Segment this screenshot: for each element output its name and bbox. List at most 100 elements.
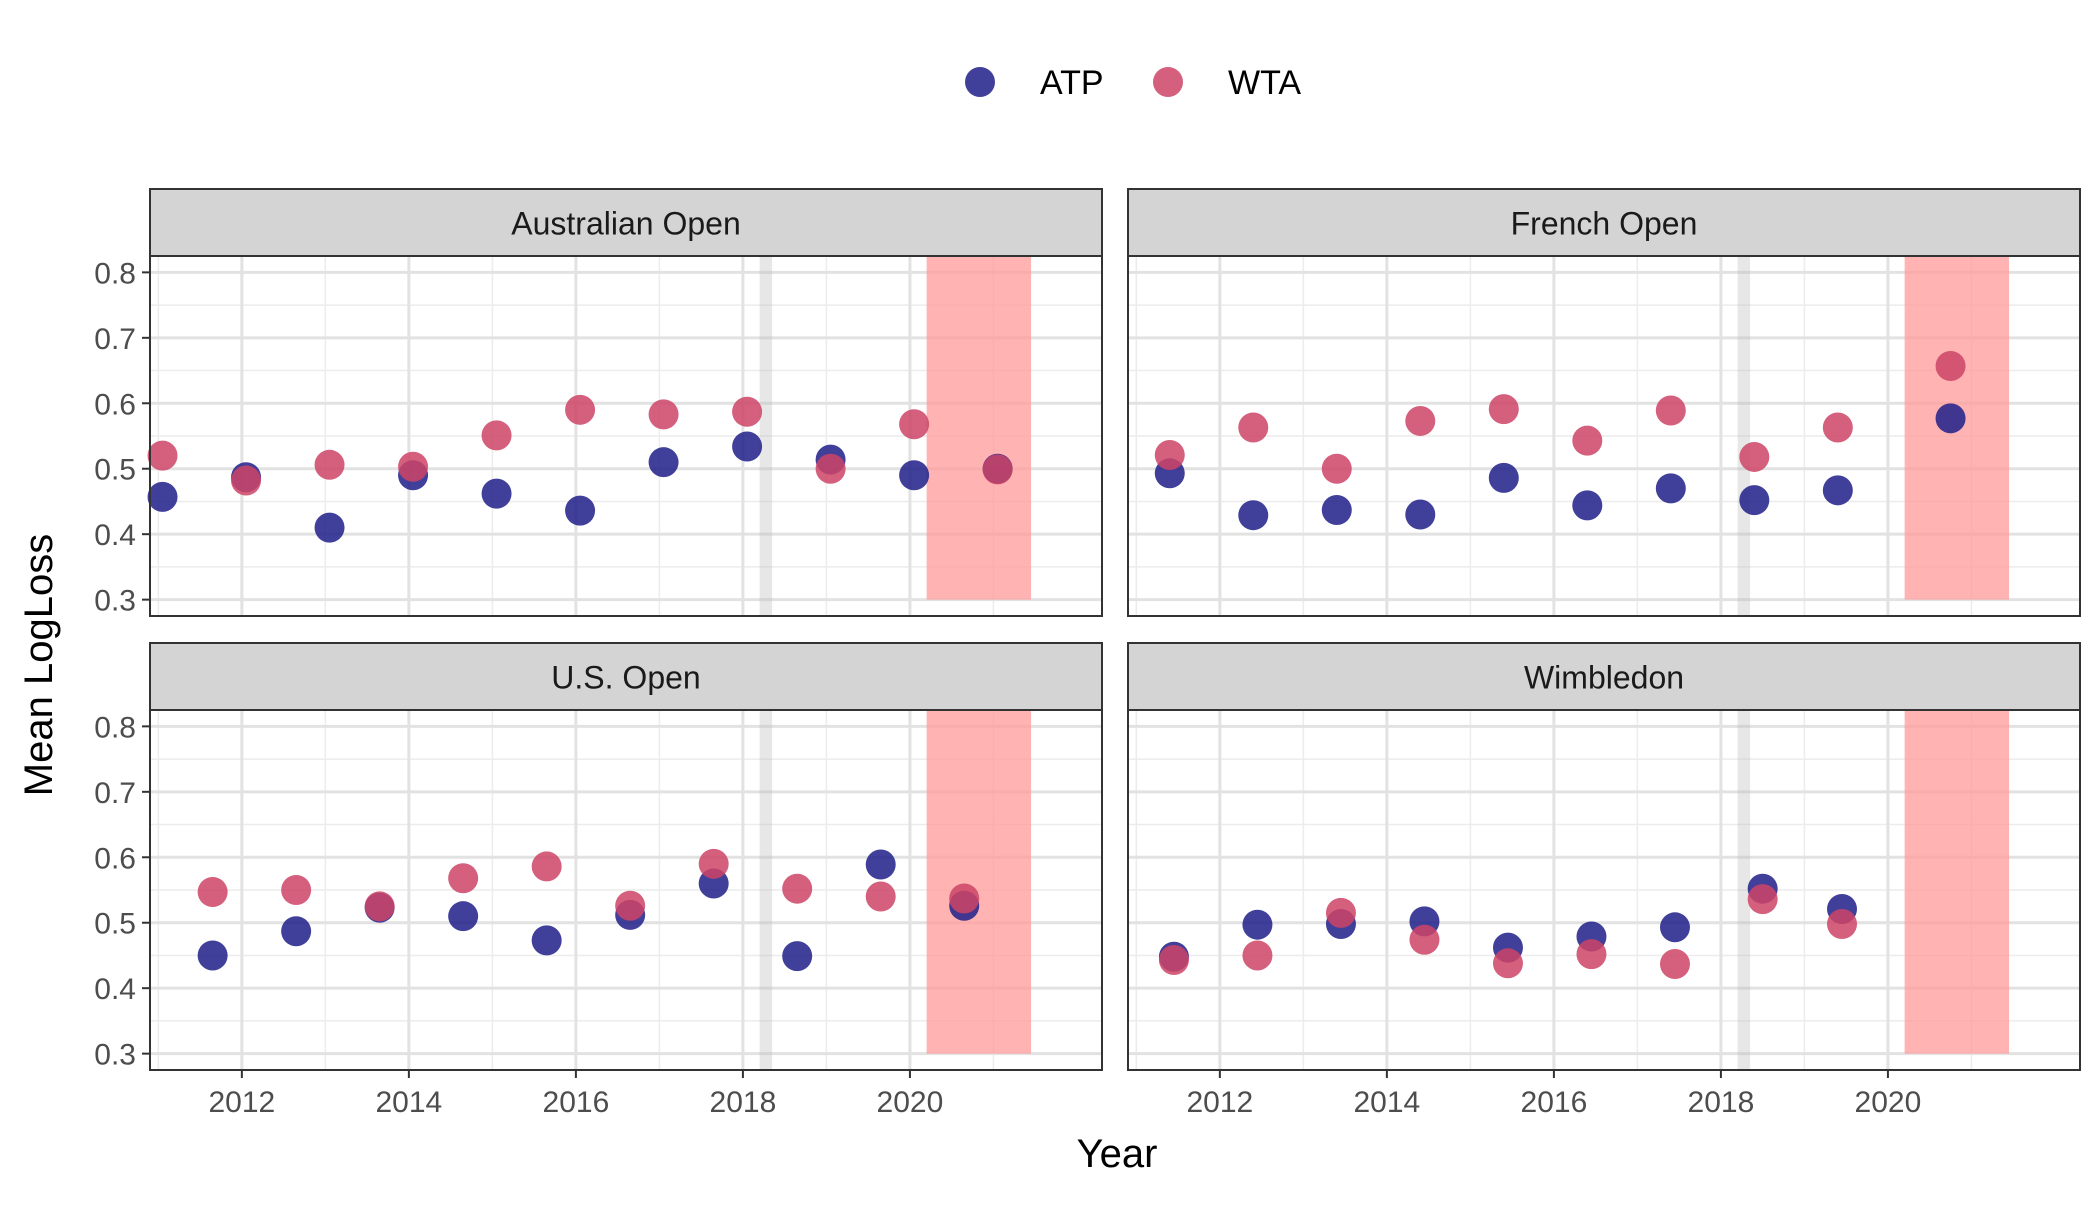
data-point-wta — [1739, 441, 1770, 472]
data-point-wta — [865, 881, 896, 912]
data-point-atp — [1405, 499, 1436, 530]
data-point-wta — [732, 396, 763, 427]
legend-key-atp — [965, 67, 995, 97]
panel-australian-open: Australian Open 0.3 0.4 0.5 0.6 0.7 0.8 — [94, 188, 1103, 618]
y-tick-label: 0.3 — [94, 1039, 136, 1072]
data-point-atp — [1238, 500, 1269, 531]
data-point-wta — [1492, 948, 1523, 979]
data-point-atp — [1659, 912, 1690, 943]
panel-french-open: French Open — [1127, 188, 2081, 617]
data-point-atp — [648, 447, 679, 478]
data-point-wta — [281, 875, 312, 905]
data-point-wta — [698, 848, 729, 879]
panels: Australian Open 0.3 0.4 0.5 0.6 0.7 0.8 French … — [94, 188, 2081, 1119]
x-tick-label: 2020 — [877, 1086, 944, 1119]
legend-label-atp: ATP — [1040, 64, 1104, 102]
data-point-atp — [782, 941, 813, 972]
panel-strip — [1127, 188, 2081, 257]
data-point-wta — [197, 876, 228, 907]
legend-item-atp: ATP — [965, 64, 1104, 102]
data-point-wta — [231, 465, 262, 496]
data-point-wta — [1238, 412, 1269, 443]
x-tick-label: 2014 — [1354, 1086, 1421, 1119]
panel-title: U.S. Open — [551, 660, 700, 696]
panel-strip — [149, 642, 1103, 711]
panel-title: Wimbledon — [1524, 660, 1684, 696]
data-point-atp — [1242, 909, 1273, 940]
data-point-atp — [1655, 473, 1686, 504]
y-tick-label: 0.3 — [94, 585, 136, 618]
data-point-wta — [1659, 948, 1690, 979]
data-point-wta — [1242, 940, 1273, 971]
data-point-wta — [949, 883, 980, 914]
data-point-atp — [899, 460, 930, 491]
y-tick-label: 0.8 — [94, 257, 136, 290]
x-tick-label: 2012 — [1186, 1086, 1253, 1119]
grey-band — [759, 710, 773, 1070]
data-point-atp — [531, 925, 562, 956]
data-point-atp — [1822, 475, 1853, 506]
data-point-wta — [448, 863, 479, 894]
panel-strip — [149, 188, 1103, 257]
legend-item-wta: WTA — [1153, 64, 1301, 102]
data-point-atp — [1572, 490, 1603, 521]
panel-strip — [1127, 642, 2081, 711]
y-axis-title: Mean LogLoss — [17, 534, 61, 796]
data-point-wta — [1488, 394, 1519, 425]
red-band — [926, 710, 1032, 1054]
data-point-atp — [1739, 485, 1770, 516]
grey-band — [759, 256, 773, 616]
x-axis-title: Year — [1077, 1132, 1158, 1176]
y-tick-label: 0.6 — [94, 388, 136, 421]
legend-label-wta: WTA — [1228, 64, 1301, 102]
data-point-wta — [982, 454, 1013, 485]
data-point-wta — [1935, 350, 1966, 381]
x-tick-label: 2016 — [543, 1086, 610, 1119]
panel-border — [1127, 255, 2081, 617]
y-tick-label: 0.6 — [94, 842, 136, 875]
data-point-wta — [1154, 439, 1185, 470]
data-point-atp — [1935, 403, 1966, 434]
data-point-wta — [899, 409, 930, 440]
data-point-wta — [1325, 897, 1356, 928]
data-point-wta — [147, 440, 178, 471]
data-point-wta — [1655, 395, 1686, 426]
panel-border — [149, 709, 1103, 1071]
data-point-wta — [531, 851, 562, 882]
grey-band — [1737, 256, 1751, 616]
data-point-wta — [1572, 425, 1603, 456]
x-tick-label: 2018 — [710, 1086, 777, 1119]
data-point-wta — [364, 891, 395, 922]
data-point-atp — [314, 512, 345, 543]
data-point-wta — [1747, 884, 1778, 915]
legend-key-wta — [1153, 67, 1183, 97]
data-point-wta — [1405, 405, 1436, 436]
data-point-wta — [314, 449, 345, 480]
data-point-wta — [1576, 939, 1607, 970]
data-point-wta — [398, 451, 429, 482]
panel-title: French Open — [1511, 206, 1698, 242]
x-tick-label: 2020 — [1855, 1086, 1922, 1119]
grey-band — [1737, 710, 1751, 1070]
data-point-atp — [197, 940, 228, 971]
y-tick-label: 0.5 — [94, 908, 136, 941]
x-tick-label: 2014 — [376, 1086, 443, 1119]
y-tick-label: 0.5 — [94, 454, 136, 487]
data-point-wta — [1158, 945, 1189, 976]
data-point-wta — [1822, 412, 1853, 443]
panel-wimbledon: Wimbledon 2012 2014 2016 2018 2020 — [1127, 642, 2081, 1119]
data-point-wta — [1827, 909, 1857, 940]
x-tick-label: 2018 — [1688, 1086, 1755, 1119]
data-point-atp — [147, 481, 178, 512]
y-tick-label: 0.4 — [94, 519, 136, 552]
panel-border — [1127, 709, 2081, 1071]
red-band — [926, 256, 1032, 600]
data-point-wta — [565, 394, 596, 425]
data-point-atp — [732, 431, 763, 462]
x-tick-label: 2012 — [208, 1086, 275, 1119]
legend: ATP WTA — [965, 64, 1301, 102]
y-tick-label: 0.7 — [94, 777, 136, 810]
data-point-atp — [565, 495, 596, 526]
y-tick-label: 0.4 — [94, 973, 136, 1006]
